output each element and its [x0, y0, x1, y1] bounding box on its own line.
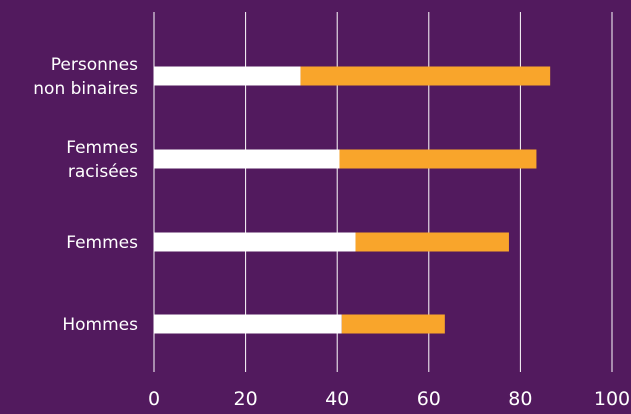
x-tick-label-60: 60 [417, 388, 441, 410]
bar-segment-orange-row-1 [300, 66, 551, 86]
category-label-row-1: Personnes non binaires [33, 55, 138, 99]
bar-segment-orange-row-2 [339, 149, 537, 169]
category-label-row-4: Hommes [62, 315, 138, 335]
category-label-row-3: Femmes [66, 233, 138, 253]
bar-segment-white-row-4 [154, 314, 342, 334]
bar-segment-orange-row-3 [355, 232, 509, 252]
x-tick-label-20: 20 [234, 388, 258, 410]
x-tick-label-40: 40 [325, 388, 349, 410]
bars [154, 66, 551, 334]
bar-segment-white-row-1 [154, 66, 301, 86]
x-tick-label-0: 0 [148, 388, 160, 410]
bar-segment-white-row-2 [154, 149, 340, 169]
x-tick-label-80: 80 [508, 388, 532, 410]
bar-segment-orange-row-4 [341, 314, 445, 334]
x-axis-tick-labels: 0 20 40 60 80 100 [148, 388, 630, 410]
category-labels: Personnes non binaires Femmes racisées Femme… [33, 55, 138, 335]
x-tick-label-100: 100 [594, 388, 630, 410]
category-label-row-2: Femmes racisées [66, 138, 138, 182]
bar-segment-white-row-3 [154, 232, 356, 252]
